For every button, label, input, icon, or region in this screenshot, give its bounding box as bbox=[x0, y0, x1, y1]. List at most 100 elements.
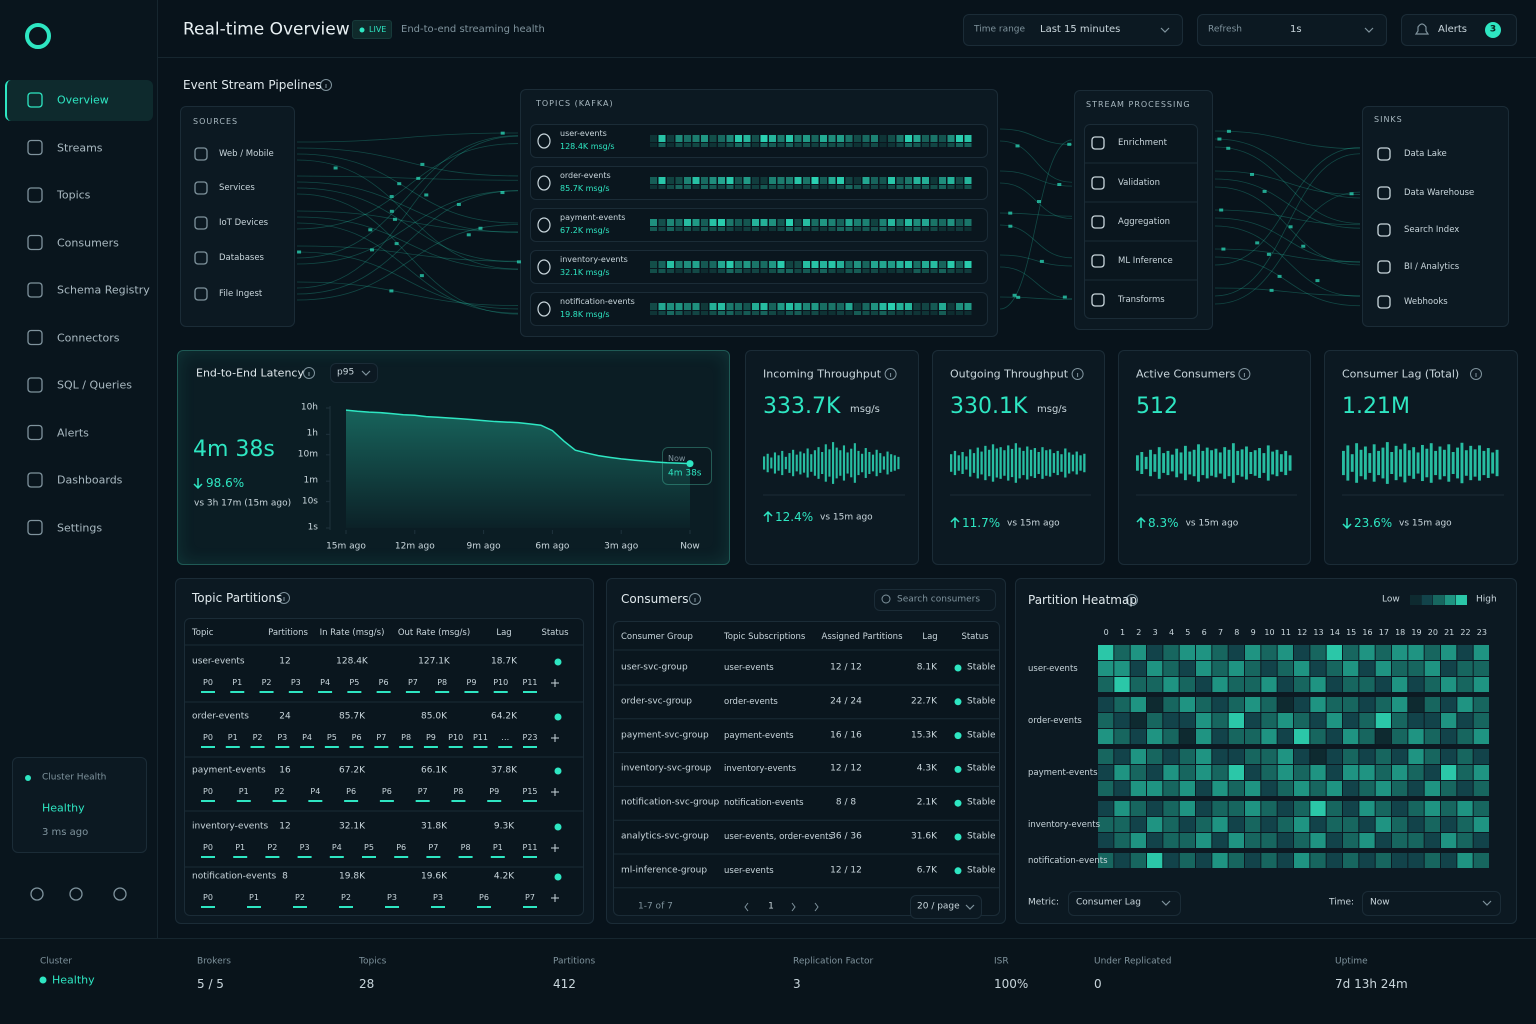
heatmap-cell bbox=[1310, 749, 1326, 764]
nav-item[interactable]: Topics bbox=[57, 188, 91, 202]
heatmap-cell bbox=[1326, 765, 1342, 780]
label[interactable]: Now bbox=[1370, 897, 1390, 908]
label: 18.7K bbox=[491, 656, 517, 667]
stream-block bbox=[862, 303, 870, 310]
stream-block bbox=[684, 311, 691, 315]
heatmap-cell bbox=[1277, 781, 1293, 796]
partition-chip: P3 bbox=[277, 733, 288, 742]
heatmap-cell bbox=[1277, 749, 1293, 764]
label[interactable]: 20 / page bbox=[917, 901, 960, 912]
column-label: 6 bbox=[1201, 628, 1207, 637]
stream-block bbox=[667, 135, 674, 142]
label[interactable]: 1s bbox=[1290, 24, 1302, 35]
sparkline-bar bbox=[1438, 446, 1442, 480]
sparkline-bar bbox=[1010, 448, 1014, 478]
flow-particle bbox=[1349, 192, 1354, 196]
sparkline-bar bbox=[1451, 452, 1455, 474]
nav-item[interactable]: Schema Registry bbox=[57, 283, 150, 297]
label[interactable]: 1 bbox=[768, 901, 774, 912]
heatmap-cell bbox=[1310, 801, 1326, 816]
sparkline-bar bbox=[1197, 444, 1200, 482]
label[interactable]: Last 15 minutes bbox=[1040, 24, 1121, 35]
stream-block bbox=[811, 227, 819, 231]
flow-particle bbox=[1288, 225, 1293, 229]
icon bbox=[1377, 186, 1391, 200]
stream-block bbox=[735, 269, 742, 273]
heatmap-cell bbox=[1310, 645, 1326, 660]
stream-block bbox=[794, 185, 802, 189]
heatmap-cell bbox=[1326, 781, 1342, 796]
stream-block bbox=[735, 227, 742, 231]
nav-item[interactable]: Connectors bbox=[57, 331, 120, 344]
heatmap-cell bbox=[1457, 645, 1473, 660]
label[interactable]: Search consumers bbox=[897, 594, 981, 605]
partition-chip: P6 bbox=[479, 893, 489, 902]
stream-block bbox=[718, 227, 725, 231]
stream-block bbox=[930, 261, 938, 268]
stream-block bbox=[794, 261, 802, 268]
legend-swatch bbox=[1444, 595, 1456, 605]
flow-particle bbox=[516, 260, 521, 264]
cluster-health-card bbox=[12, 757, 147, 853]
heatmap-cell bbox=[1212, 713, 1228, 728]
metric-select[interactable] bbox=[1068, 891, 1181, 916]
nav-item[interactable]: Settings bbox=[57, 521, 103, 534]
footer-icon bbox=[30, 887, 44, 901]
heatmap-cell bbox=[1294, 765, 1310, 780]
search-input[interactable] bbox=[874, 589, 996, 611]
stream-block bbox=[658, 261, 666, 268]
label: vs 3h 17m (15m ago) bbox=[194, 498, 292, 509]
refresh-select[interactable] bbox=[1197, 14, 1387, 46]
page-size-select[interactable] bbox=[910, 895, 982, 919]
card-title: Incoming Throughput bbox=[763, 367, 882, 381]
topic-rate: 128.4K msg/s bbox=[560, 142, 615, 151]
stream-block bbox=[879, 261, 887, 268]
partition-chip: P8 bbox=[453, 787, 464, 796]
time-select[interactable] bbox=[1362, 891, 1501, 916]
label: Services bbox=[219, 182, 255, 193]
heatmap-cell bbox=[1441, 801, 1457, 816]
heatmap-cell bbox=[1179, 661, 1195, 676]
label: End-to-end streaming health bbox=[401, 24, 545, 35]
sparkline-bar bbox=[1179, 452, 1183, 474]
label[interactable]: p95 bbox=[337, 367, 355, 378]
label: ml-inference-group bbox=[621, 865, 708, 876]
sparkline-bar bbox=[897, 456, 900, 470]
heatmap-cell bbox=[1098, 677, 1114, 692]
sparkline-bar bbox=[1279, 454, 1283, 472]
time-range-select[interactable] bbox=[963, 14, 1183, 46]
percentile-select[interactable] bbox=[330, 363, 378, 383]
heatmap-cell bbox=[1294, 697, 1310, 712]
nav-item[interactable]: Dashboards bbox=[57, 473, 123, 487]
stream-block bbox=[820, 303, 827, 310]
heatmap-cell bbox=[1130, 781, 1146, 796]
nav-item[interactable]: Streams bbox=[57, 141, 103, 154]
nav-item[interactable]: Alerts bbox=[57, 426, 89, 439]
heatmap-cell bbox=[1408, 765, 1424, 780]
info-icon bbox=[320, 79, 332, 91]
nav-item[interactable]: SQL / Queries bbox=[57, 378, 132, 392]
heatmap-cell bbox=[1375, 677, 1391, 692]
stream-block bbox=[650, 219, 657, 226]
heatmap-cell bbox=[1130, 661, 1146, 676]
stream-block bbox=[862, 135, 870, 142]
heatmap-cell bbox=[1277, 833, 1293, 848]
stream-block bbox=[828, 219, 836, 226]
stream-block bbox=[777, 261, 785, 268]
nav-item[interactable]: Overview bbox=[57, 93, 109, 107]
alerts-button[interactable] bbox=[1401, 14, 1517, 46]
flow-particle bbox=[500, 131, 505, 135]
label[interactable]: Consumer Lag bbox=[1076, 897, 1141, 908]
flow-particle bbox=[1008, 211, 1013, 215]
heatmap-cell bbox=[1457, 729, 1473, 744]
nav-item[interactable]: Consumers bbox=[57, 236, 119, 249]
info-icon bbox=[1126, 594, 1138, 606]
heatmap-cell bbox=[1163, 749, 1179, 764]
label: payment-events bbox=[192, 765, 266, 776]
heatmap-cell bbox=[1098, 817, 1114, 832]
stream-block bbox=[930, 135, 938, 142]
column-label: 7 bbox=[1217, 628, 1224, 637]
label[interactable]: Alerts bbox=[1438, 24, 1468, 35]
heatmap-cell bbox=[1228, 801, 1244, 816]
sparkline-bar bbox=[1266, 445, 1270, 481]
